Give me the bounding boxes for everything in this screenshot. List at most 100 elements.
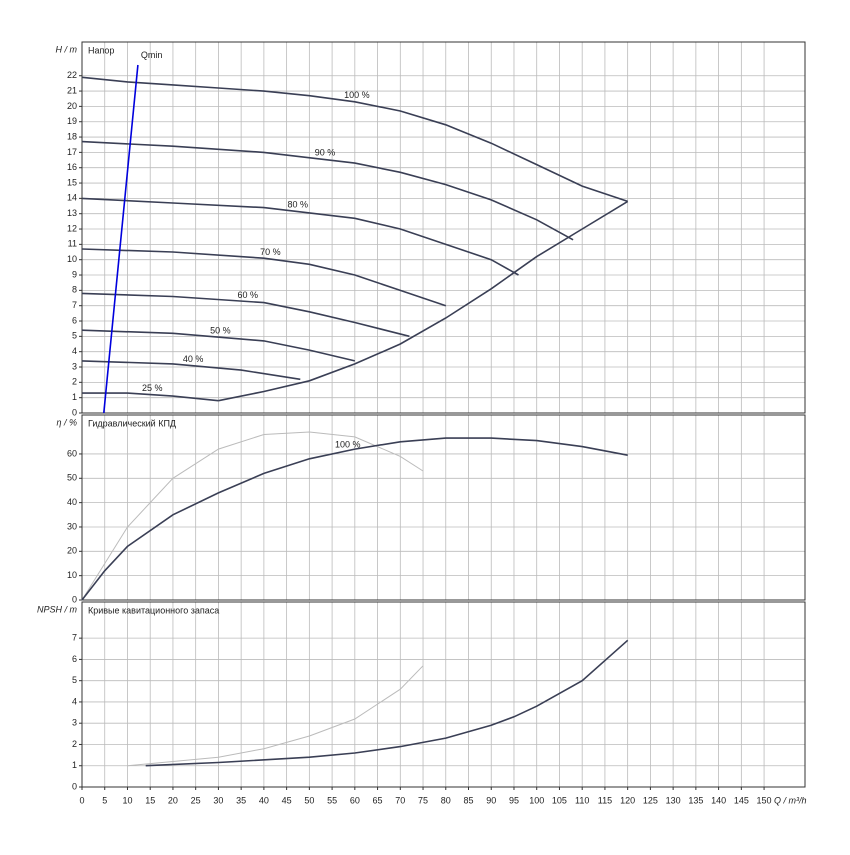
y-tick-label: 0 bbox=[72, 594, 77, 604]
curve-label: 50 % bbox=[210, 325, 231, 335]
x-tick-label: 120 bbox=[620, 795, 635, 805]
plot-frame bbox=[81, 41, 806, 414]
curve bbox=[81, 431, 424, 601]
y-tick-label: 50 bbox=[67, 473, 77, 483]
y-tick-label: 11 bbox=[68, 239, 77, 249]
y-axis-label: η / % bbox=[56, 417, 77, 427]
y-tick-label: 7 bbox=[72, 300, 77, 310]
y-axis-label: NPSH / m bbox=[37, 604, 78, 614]
y-tick-label: 21 bbox=[67, 85, 77, 95]
curve-label: 100 % bbox=[335, 439, 361, 449]
x-tick-label: 140 bbox=[711, 795, 726, 805]
x-tick-label: 40 bbox=[259, 795, 269, 805]
x-tick-label: 90 bbox=[486, 795, 496, 805]
curve-label: 70 % bbox=[260, 247, 281, 257]
y-tick-label: 1 bbox=[72, 760, 77, 770]
x-tick-label: 125 bbox=[643, 795, 658, 805]
curve-label: 90 % bbox=[315, 148, 336, 158]
y-tick-label: 8 bbox=[72, 285, 77, 295]
y-tick-label: 20 bbox=[67, 101, 77, 111]
x-tick-label: 105 bbox=[552, 795, 567, 805]
panel-title: Кривые кавитационного запаса bbox=[88, 605, 219, 615]
y-tick-label: 7 bbox=[72, 633, 77, 643]
y-tick-label: 40 bbox=[67, 497, 77, 507]
x-tick-label: 55 bbox=[327, 795, 337, 805]
y-tick-label: 19 bbox=[67, 116, 77, 126]
curve bbox=[81, 329, 355, 362]
curve bbox=[81, 360, 301, 381]
curve bbox=[81, 437, 628, 601]
x-tick-label: 80 bbox=[441, 795, 451, 805]
y-tick-label: 0 bbox=[72, 407, 77, 417]
y-tick-label: 5 bbox=[72, 331, 77, 341]
x-tick-label: 15 bbox=[145, 795, 155, 805]
curve bbox=[81, 140, 574, 241]
x-tick-label: 150 bbox=[757, 795, 772, 805]
curve bbox=[127, 665, 424, 767]
x-tick-label: 30 bbox=[213, 795, 223, 805]
x-tick-label: 45 bbox=[282, 795, 292, 805]
y-tick-label: 4 bbox=[72, 696, 77, 706]
y-tick-label: 17 bbox=[67, 147, 77, 157]
y-tick-label: 6 bbox=[72, 315, 77, 325]
curve-label: 100 % bbox=[344, 90, 370, 100]
y-tick-label: 3 bbox=[72, 718, 77, 728]
y-tick-label: 10 bbox=[67, 254, 77, 264]
x-tick-label: 0 bbox=[79, 795, 84, 805]
x-tick-label: 75 bbox=[418, 795, 428, 805]
y-tick-label: 13 bbox=[67, 208, 77, 218]
curve bbox=[103, 64, 139, 414]
plot-frame bbox=[81, 414, 806, 601]
y-tick-label: 16 bbox=[67, 162, 77, 172]
curve-label: 60 % bbox=[237, 290, 258, 300]
y-tick-label: 60 bbox=[67, 448, 77, 458]
x-tick-label: 135 bbox=[688, 795, 703, 805]
y-tick-label: 5 bbox=[72, 675, 77, 685]
y-tick-label: 2 bbox=[72, 377, 77, 387]
y-tick-label: 1 bbox=[72, 392, 77, 402]
x-tick-label: 70 bbox=[395, 795, 405, 805]
y-tick-label: 10 bbox=[67, 570, 77, 580]
curve bbox=[145, 639, 629, 767]
x-tick-label: 145 bbox=[734, 795, 749, 805]
curve-label: 80 % bbox=[287, 200, 308, 210]
y-tick-label: 2 bbox=[72, 739, 77, 749]
y-tick-label: 14 bbox=[67, 193, 77, 203]
curve-label: 25 % bbox=[142, 383, 163, 393]
y-tick-label: 20 bbox=[67, 546, 77, 556]
x-tick-label: 100 bbox=[529, 795, 544, 805]
y-tick-label: 15 bbox=[67, 177, 77, 187]
curve bbox=[82, 392, 219, 402]
plot-frame bbox=[81, 601, 806, 788]
x-tick-label: 60 bbox=[350, 795, 360, 805]
x-axis-label: Q / m³/h bbox=[774, 795, 807, 805]
panel-title: Гидравлический КПД bbox=[88, 418, 176, 428]
y-tick-label: 9 bbox=[72, 269, 77, 279]
x-tick-label: 10 bbox=[122, 795, 132, 805]
panel-title: Напор bbox=[88, 45, 114, 55]
curve bbox=[81, 292, 410, 338]
x-tick-label: 110 bbox=[575, 795, 589, 805]
y-tick-label: 0 bbox=[72, 781, 77, 791]
y-tick-label: 4 bbox=[72, 346, 77, 356]
x-tick-label: 65 bbox=[373, 795, 383, 805]
y-tick-label: 6 bbox=[72, 654, 77, 664]
x-tick-label: 20 bbox=[168, 795, 178, 805]
curve bbox=[81, 197, 519, 276]
y-tick-label: 30 bbox=[67, 521, 77, 531]
x-tick-label: 5 bbox=[102, 795, 107, 805]
x-tick-label: 85 bbox=[464, 795, 474, 805]
x-tick-label: 95 bbox=[509, 795, 519, 805]
x-tick-label: 130 bbox=[666, 795, 681, 805]
y-axis-label: H / m bbox=[56, 44, 78, 54]
curve bbox=[81, 248, 447, 307]
curve bbox=[218, 200, 629, 402]
y-tick-label: 22 bbox=[67, 70, 77, 80]
y-tick-label: 18 bbox=[67, 131, 77, 141]
x-tick-label: 35 bbox=[236, 795, 246, 805]
x-tick-label: 115 bbox=[598, 795, 612, 805]
curve-label: 40 % bbox=[183, 354, 204, 364]
curve-label: Qmin bbox=[141, 50, 163, 60]
x-tick-label: 25 bbox=[191, 795, 201, 805]
